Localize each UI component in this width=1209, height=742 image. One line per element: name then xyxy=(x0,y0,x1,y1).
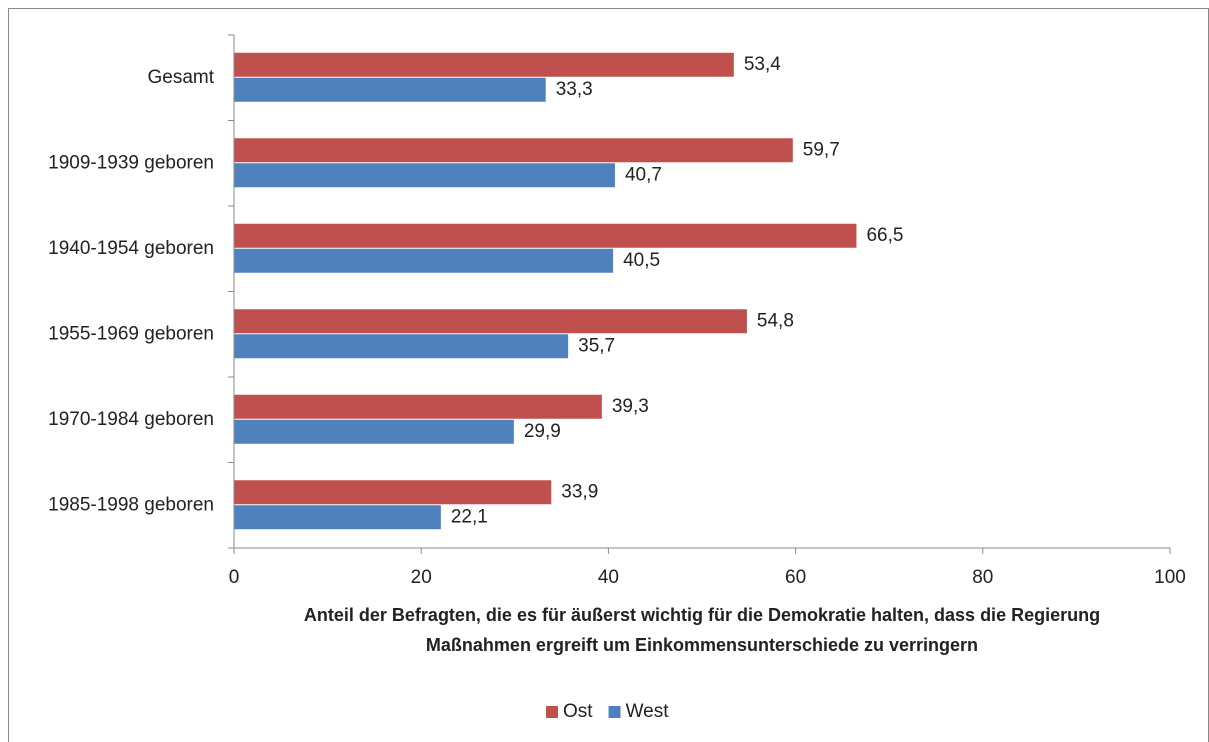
bar xyxy=(234,334,569,359)
legend-swatch xyxy=(608,706,621,718)
bar xyxy=(234,77,546,102)
bar xyxy=(234,138,793,163)
value-label: 66,5 xyxy=(866,225,903,246)
value-label: 22,1 xyxy=(451,506,488,527)
legend-label: West xyxy=(626,701,670,722)
value-label: 54,8 xyxy=(757,310,794,331)
x-tick-label: 60 xyxy=(785,567,806,588)
y-tick-label: 1985-1998 geboren xyxy=(48,494,214,515)
legend-label: Ost xyxy=(563,701,593,722)
value-label: 29,9 xyxy=(524,421,561,442)
value-label: 40,7 xyxy=(625,164,662,185)
value-label: 59,7 xyxy=(803,139,840,160)
y-tick-label: 1909-1939 geboren xyxy=(48,152,214,173)
x-tick-label: 100 xyxy=(1154,567,1186,588)
bar xyxy=(234,419,514,444)
x-tick-label: 0 xyxy=(229,567,240,588)
bar xyxy=(234,309,747,334)
x-axis-label: Maßnahmen ergreift um Einkommensuntersch… xyxy=(426,635,978,655)
x-tick-label: 40 xyxy=(598,567,619,588)
value-label: 33,9 xyxy=(561,481,598,502)
bar xyxy=(234,163,615,188)
value-label: 53,4 xyxy=(744,54,781,75)
bar xyxy=(234,394,602,419)
bar xyxy=(234,52,734,77)
bar xyxy=(234,223,857,248)
value-label: 40,5 xyxy=(623,250,660,271)
bar xyxy=(234,248,614,273)
value-label: 33,3 xyxy=(556,79,593,100)
y-tick-label: 1940-1954 geboren xyxy=(48,238,214,259)
y-tick-label: 1970-1984 geboren xyxy=(48,409,214,430)
x-axis-label: Anteil der Befragten, die es für äußerst… xyxy=(304,605,1100,625)
bar xyxy=(234,480,552,505)
legend-swatch xyxy=(546,706,558,718)
value-label: 35,7 xyxy=(578,335,615,356)
x-tick-label: 20 xyxy=(411,567,432,588)
chart-border xyxy=(8,8,1209,742)
value-label: 39,3 xyxy=(612,396,649,417)
x-tick-label: 80 xyxy=(972,567,993,588)
y-tick-label: 1955-1969 geboren xyxy=(48,323,214,344)
y-tick-label: Gesamt xyxy=(147,67,214,88)
bar xyxy=(234,505,441,530)
